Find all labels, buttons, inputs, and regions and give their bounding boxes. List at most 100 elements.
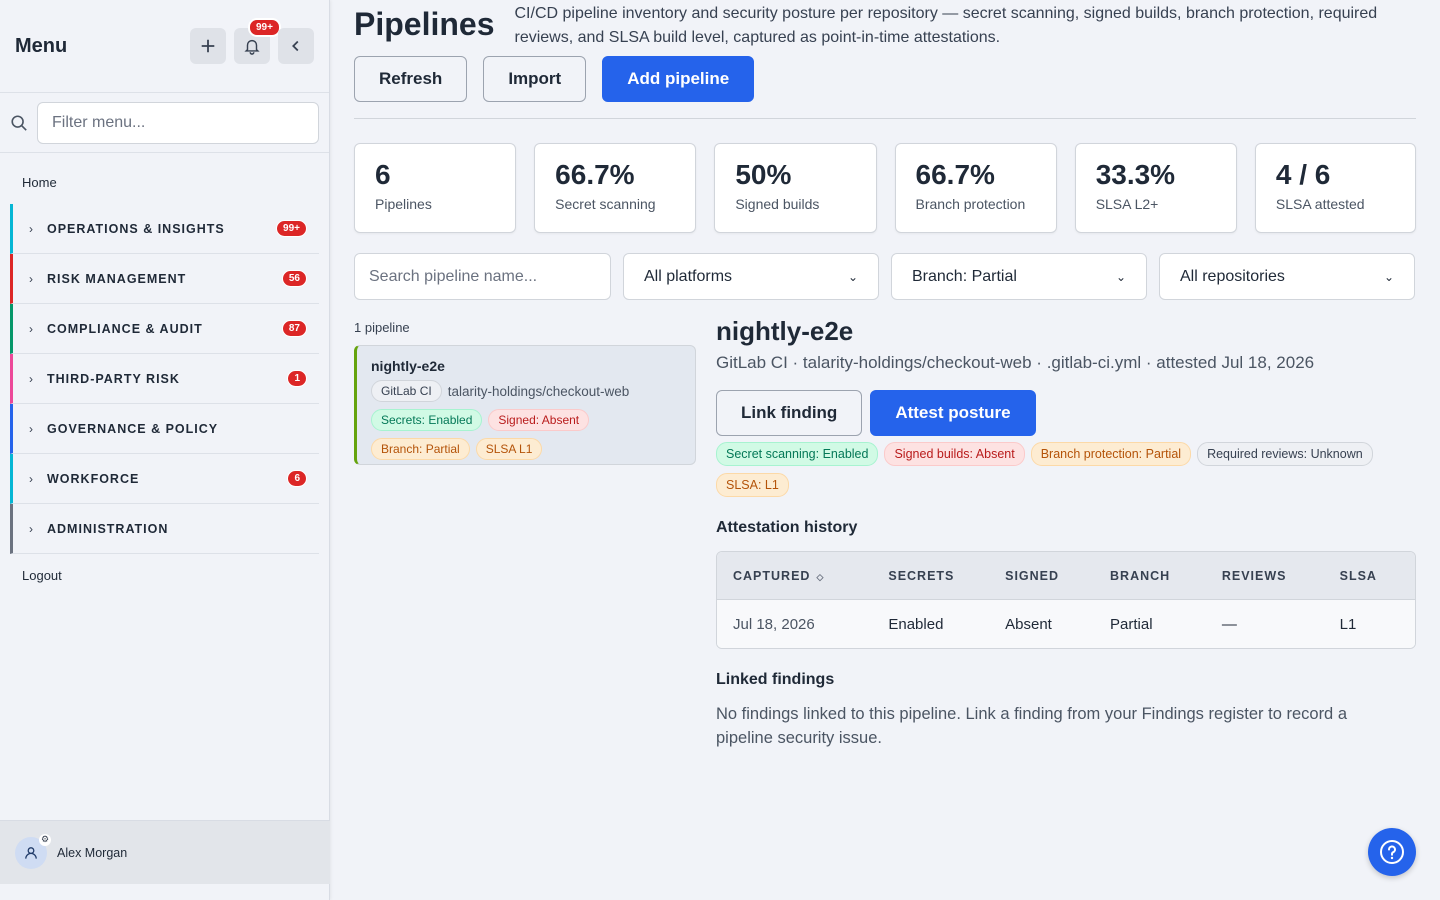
user-profile[interactable]: ⚙ Alex Morgan (0, 820, 330, 884)
detail-actions: Link finding Attest posture (716, 390, 1416, 436)
add-button[interactable] (190, 28, 226, 64)
platform-select[interactable]: All platforms ⌄ (623, 253, 879, 300)
stat-value: 66.7% (555, 159, 635, 190)
search-icon (11, 114, 27, 131)
branch-protection-tag: Branch protection: Partial (1030, 442, 1192, 466)
stat-card-slsa-l2: 33.3% SLSA L2+ (1074, 143, 1237, 233)
sort-icon: ◇ (816, 571, 825, 582)
slsa-level-tag: SLSA: L1 (716, 473, 789, 497)
chevron-right-icon: › (29, 521, 33, 536)
stat-label: SLSA attested (1275, 196, 1365, 212)
import-button[interactable]: Import (483, 56, 587, 102)
stat-label: Signed builds (735, 196, 820, 212)
user-name: Alex Morgan (57, 845, 128, 860)
stat-label: Pipelines (375, 196, 432, 212)
stat-label: Branch protection (915, 196, 1026, 212)
nav-logout[interactable]: Logout (22, 568, 62, 583)
column-captured[interactable]: CAPTURED ◇ (733, 569, 888, 583)
refresh-button[interactable]: Refresh (354, 56, 468, 102)
cell-reviews: — (1221, 615, 1237, 633)
repository-select-value: All repositories (1180, 267, 1285, 285)
sidebar-group-label: ADMINISTRATION (47, 521, 169, 536)
sidebar: Menu 99+ Home ›OPERATIONS & INSIGHTS99+›… (0, 0, 330, 900)
sidebar-group-workforce[interactable]: › WORKFORCE 6 (10, 454, 319, 504)
pipeline-count: 1 pipeline (354, 320, 410, 335)
stat-card-slsa-attested: 4 / 6 SLSA attested (1254, 143, 1417, 233)
sidebar-group-count: 99+ (276, 220, 307, 237)
column-label: CAPTURED (733, 568, 811, 583)
linked-findings-title: Linked findings (716, 671, 835, 688)
column-slsa: SLSA (1339, 568, 1377, 583)
help-button[interactable] (1368, 828, 1416, 876)
divider (354, 118, 1416, 119)
sidebar-group-label: COMPLIANCE & AUDIT (47, 321, 203, 336)
main-content: Pipelines CI/CD pipeline inventory and s… (354, 0, 1417, 750)
sidebar-group-third-party-risk[interactable]: › THIRD-PARTY RISK 1 (10, 354, 319, 404)
branch-tag: Branch: Partial (371, 438, 470, 460)
chevron-right-icon: › (29, 221, 33, 236)
signed-tag: Signed: Absent (488, 409, 590, 431)
sidebar-group-label: RISK MANAGEMENT (47, 271, 187, 286)
page-subtitle: CI/CD pipeline inventory and security po… (514, 5, 1378, 46)
required-reviews-tag: Required reviews: Unknown (1197, 442, 1373, 466)
stat-card-secret-scanning: 66.7% Secret scanning (534, 143, 697, 233)
filter-menu-input[interactable] (37, 101, 319, 144)
link-finding-button[interactable]: Link finding (716, 390, 863, 436)
column-signed: SIGNED (1005, 568, 1060, 583)
chevron-down-icon: ⌄ (1383, 269, 1394, 284)
attest-posture-button[interactable]: Attest posture (870, 390, 1036, 436)
sidebar-group-count: 87 (281, 320, 307, 337)
slsa-tag: SLSA L1 (475, 438, 543, 460)
sidebar-group-count: 1 (287, 370, 307, 387)
column-reviews: REVIEWS (1221, 568, 1287, 583)
table-header: CAPTURED ◇ SECRETS SIGNED BRANCH REVIEWS … (717, 552, 1415, 600)
bell-icon (244, 39, 260, 55)
stat-value: 33.3% (1095, 159, 1176, 190)
attestation-history-table: CAPTURED ◇ SECRETS SIGNED BRANCH REVIEWS … (716, 551, 1416, 649)
content-area: 1 pipeline nightly-e2e GitLab CI talarit… (354, 316, 1416, 750)
nav-home[interactable]: Home (22, 175, 57, 190)
platform-tag: GitLab CI (371, 380, 442, 402)
notifications-button[interactable]: 99+ (234, 18, 281, 64)
search-pipeline-input[interactable] (354, 253, 611, 300)
branch-select[interactable]: Branch: Partial ⌄ (891, 253, 1147, 300)
sidebar-group-count: 6 (287, 470, 307, 487)
stat-card-pipelines: 6 Pipelines (354, 143, 517, 233)
detail-title: nightly-e2e (716, 316, 854, 346)
secrets-tag: Secrets: Enabled (371, 409, 483, 431)
repository-select[interactable]: All repositories ⌄ (1159, 253, 1415, 300)
page-title: Pipelines (354, 6, 495, 42)
chevron-right-icon: › (29, 421, 33, 436)
collapse-sidebar-button[interactable] (278, 28, 314, 64)
gear-icon: ⚙ (39, 833, 51, 846)
signed-builds-tag: Signed builds: Absent (884, 442, 1025, 466)
user-icon (25, 846, 37, 859)
stat-label: SLSA L2+ (1095, 196, 1159, 212)
stat-value: 50% (735, 159, 792, 190)
pipeline-card-tags: Branch: Partial SLSA L1 (371, 438, 681, 460)
sidebar-header: Menu 99+ (0, 0, 329, 93)
sidebar-group-administration[interactable]: › ADMINISTRATION (10, 504, 319, 554)
chevron-left-icon (292, 40, 299, 52)
sidebar-group-governance-policy[interactable]: › GOVERNANCE & POLICY (10, 404, 319, 454)
attestation-history-title: Attestation history (716, 519, 858, 536)
page-header: Pipelines CI/CD pipeline inventory and s… (354, 0, 1416, 50)
stat-card-signed-builds: 50% Signed builds (714, 143, 877, 233)
sidebar-filter (0, 93, 329, 153)
linked-findings-empty: No findings linked to this pipeline. Lin… (716, 705, 1347, 747)
stat-card-branch-protection: 66.7% Branch protection (894, 143, 1057, 233)
cell-signed: Absent (1005, 615, 1052, 633)
sidebar-group-operations-insights[interactable]: › OPERATIONS & INSIGHTS 99+ (10, 204, 319, 254)
stat-label: Secret scanning (555, 196, 656, 212)
help-icon (1380, 840, 1404, 864)
sidebar-group-compliance-audit[interactable]: › COMPLIANCE & AUDIT 87 (10, 304, 319, 354)
sidebar-title: Menu (15, 34, 68, 57)
sidebar-group-count: 56 (281, 270, 307, 287)
stats-row: 6 Pipelines 66.7% Secret scanning 50% Signe… (354, 143, 1417, 233)
cell-slsa: L1 (1339, 615, 1357, 633)
sidebar-group-risk-management[interactable]: › RISK MANAGEMENT 56 (10, 254, 319, 304)
posture-tags: Secret scanning: Enabled Signed builds: … (716, 442, 1416, 497)
pipeline-card[interactable]: nightly-e2e GitLab CI talarity-holdings/… (354, 345, 696, 465)
pipeline-detail: nightly-e2e GitLab CI · talarity-holding… (716, 316, 1416, 750)
add-pipeline-button[interactable]: Add pipeline (602, 56, 755, 102)
